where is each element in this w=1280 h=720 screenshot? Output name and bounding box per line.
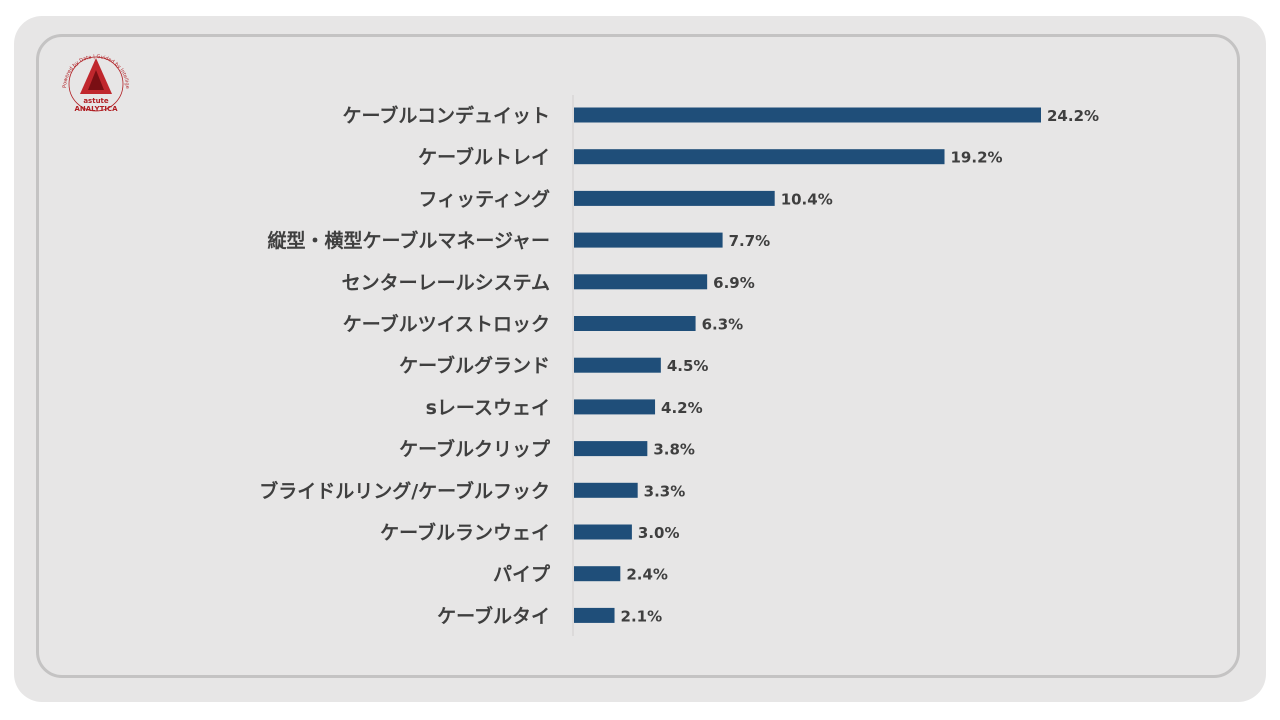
bar xyxy=(574,149,945,165)
astute-analytica-logo: Powered by Data | Guided by Intelligence… xyxy=(56,48,130,113)
category-label: 縦型・横型ケーブルマネージャー xyxy=(267,229,550,252)
value-label: 6.3% xyxy=(702,316,744,334)
category-label: ケーブルクリップ xyxy=(399,438,551,461)
logo-sub: ANALYTICA xyxy=(74,105,118,113)
category-label: ブライドルリング/ケーブルフック xyxy=(259,479,550,502)
category-label: フィッティング xyxy=(419,187,550,210)
bar xyxy=(574,399,656,415)
value-label: 3.3% xyxy=(644,482,686,500)
category-label: ケーブルトレイ xyxy=(418,146,550,169)
bars-group: ケーブルコンデュイット 24.2% ケーブルトレイ 19.2% フィッティング 10.4%… xyxy=(259,104,1099,627)
bar xyxy=(574,607,615,623)
value-label: 3.0% xyxy=(638,524,680,542)
value-label: 4.2% xyxy=(661,399,703,417)
bar xyxy=(574,107,1041,123)
category-label: ケーブルツイストロック xyxy=(343,313,550,336)
value-label: 6.9% xyxy=(713,274,755,292)
value-label: 19.2% xyxy=(951,149,1003,167)
category-label: ケーブルグランド xyxy=(399,354,550,377)
value-label: 10.4% xyxy=(781,190,833,208)
value-label: 2.4% xyxy=(626,566,668,584)
category-label: ケーブルコンデュイット xyxy=(343,104,550,127)
value-label: 3.8% xyxy=(653,441,695,459)
bar xyxy=(574,566,621,582)
logo-ring xyxy=(68,56,124,112)
bar xyxy=(574,482,638,498)
category-label: センターレールシステム xyxy=(342,272,550,294)
chart-frame xyxy=(36,34,1240,678)
category-label: sレースウェイ xyxy=(426,397,550,419)
bar xyxy=(574,232,723,248)
category-label: ケーブルランウェイ xyxy=(380,521,550,544)
bar xyxy=(574,524,632,540)
bar xyxy=(574,441,648,457)
bar xyxy=(574,190,775,206)
bar xyxy=(574,357,661,373)
bar xyxy=(574,274,708,290)
value-label: 7.7% xyxy=(729,232,771,250)
logo-name: astute xyxy=(83,97,109,105)
value-label: 2.1% xyxy=(621,607,663,625)
value-label: 4.5% xyxy=(667,357,709,375)
value-label: 24.2% xyxy=(1047,107,1099,125)
bar xyxy=(574,316,696,331)
category-label: パイプ xyxy=(493,563,551,586)
category-label: ケーブルタイ xyxy=(437,604,550,627)
